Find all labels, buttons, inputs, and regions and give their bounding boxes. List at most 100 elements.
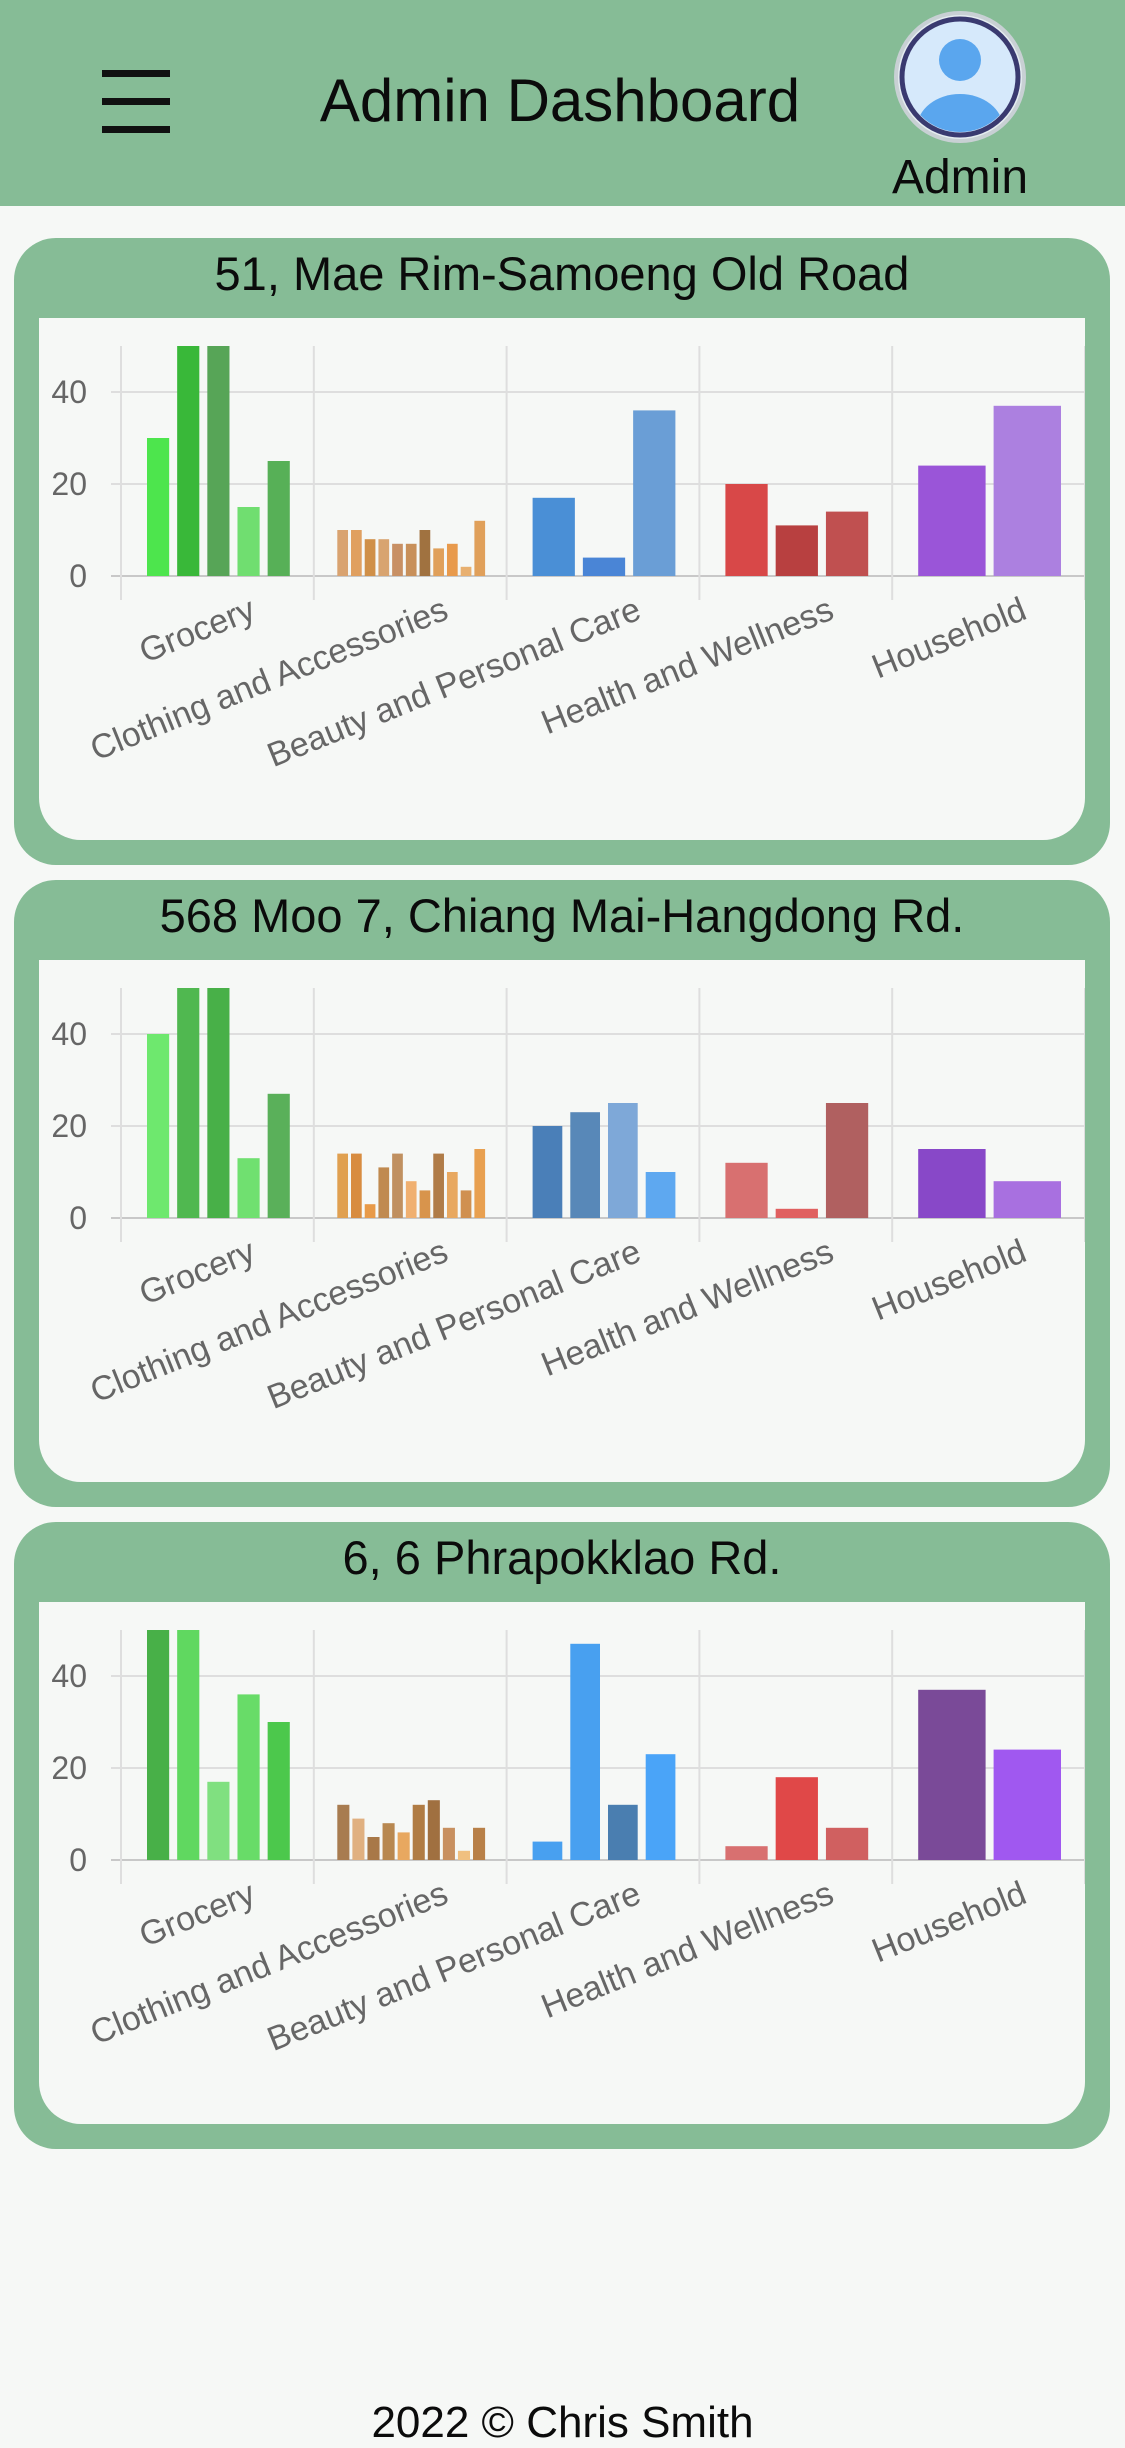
bar-clothing-and-accessories[interactable] [412,1804,425,1860]
bar-clothing-and-accessories[interactable] [392,543,403,576]
bar-household[interactable] [918,1149,986,1218]
bar-clothing-and-accessories[interactable] [352,1818,365,1860]
bar-clothing-and-accessories[interactable] [446,1172,458,1218]
x-tick-label: Household [867,1874,1032,1970]
user-avatar-icon[interactable] [893,10,1027,144]
store-name: 6, 6 Phrapokklao Rd. [342,1531,782,1584]
bar-household[interactable] [993,405,1061,576]
x-tick-label: Beauty and Personal Care [262,1232,646,1417]
app-header: Admin Dashboard Admin [0,0,1125,206]
user-label: Admin [891,151,1029,204]
bar-grocery[interactable] [177,346,200,576]
page-title: Admin Dashboard [319,67,801,134]
bar-grocery[interactable] [237,507,260,576]
bar-clothing-and-accessories[interactable] [364,539,376,576]
bar-clothing-and-accessories[interactable] [378,539,390,576]
bar-clothing-and-accessories[interactable] [433,1153,444,1218]
bar-grocery[interactable] [207,346,230,576]
bar-grocery[interactable] [177,988,200,1218]
bar-clothing-and-accessories[interactable] [337,530,349,576]
bar-clothing-and-accessories[interactable] [457,1850,471,1860]
bar-household[interactable] [918,1689,986,1860]
store-card: 6, 6 Phrapokklao Rd. 0 20 40 Grocery Clothin… [14,1522,1110,2149]
bar-health-and-wellness[interactable] [825,1827,869,1860]
bar-grocery[interactable] [237,1694,260,1860]
bar-clothing-and-accessories[interactable] [473,1827,486,1860]
bar-clothing-and-accessories[interactable] [433,548,444,576]
bar-clothing-and-accessories[interactable] [378,1167,390,1218]
bar-clothing-and-accessories[interactable] [382,1823,395,1860]
y-tick-label: 20 [51,1108,87,1144]
bar-health-and-wellness[interactable] [775,525,818,576]
bar-clothing-and-accessories[interactable] [460,566,472,576]
y-tick-label: 20 [51,1750,87,1786]
x-tick-label: Beauty and Personal Care [262,1874,646,2059]
bar-clothing-and-accessories[interactable] [419,530,431,576]
x-tick-label: Household [867,1232,1032,1328]
store-name: 51, Mae Rim-Samoeng Old Road [214,247,910,300]
bar-household[interactable] [993,1749,1061,1860]
bar-clothing-and-accessories[interactable] [351,1153,362,1218]
bar-clothing-and-accessories[interactable] [427,1800,440,1860]
bar-clothing-and-accessories[interactable] [397,1832,410,1860]
bar-grocery[interactable] [267,1722,290,1860]
store-card: 51, Mae Rim-Samoeng Old Road 0 20 40 Grocer… [14,238,1110,865]
bar-grocery[interactable] [177,1630,200,1860]
bar-clothing-and-accessories[interactable] [474,1149,486,1218]
store-chart-panel: 0 20 40 Grocery Clothing and Accessories Beau… [39,960,1085,1482]
bar-beauty-and-personal-care[interactable] [532,1841,563,1860]
bar-health-and-wellness[interactable] [725,1162,768,1218]
bar-health-and-wellness[interactable] [825,511,869,576]
bar-beauty-and-personal-care[interactable] [608,1804,638,1860]
bar-clothing-and-accessories[interactable] [337,1153,349,1218]
hamburger-menu-icon[interactable] [92,60,180,144]
bar-clothing-and-accessories[interactable] [405,543,417,576]
bar-beauty-and-personal-care[interactable] [532,1126,563,1218]
x-tick-label: Household [867,590,1032,686]
bar-grocery[interactable] [147,1034,170,1218]
store-chart-panel: 0 20 40 Grocery Clothing and Accessories Beau… [39,1602,1085,2124]
bar-grocery[interactable] [207,988,230,1218]
y-tick-label: 40 [51,1016,87,1052]
bar-clothing-and-accessories[interactable] [442,1827,455,1860]
bar-household[interactable] [993,1181,1061,1218]
bar-beauty-and-personal-care[interactable] [645,1754,676,1860]
bar-clothing-and-accessories[interactable] [337,1804,350,1860]
bar-clothing-and-accessories[interactable] [446,543,458,576]
bar-household[interactable] [918,465,986,576]
bar-clothing-and-accessories[interactable] [405,1181,417,1218]
bar-clothing-and-accessories[interactable] [367,1837,380,1860]
bar-clothing-and-accessories[interactable] [351,530,362,576]
bar-grocery[interactable] [267,461,290,576]
store-chart-panel: 0 20 40 Grocery Clothing and Accessories Beau… [39,318,1085,840]
bar-clothing-and-accessories[interactable] [419,1190,431,1218]
bar-grocery[interactable] [267,1093,290,1218]
bar-clothing-and-accessories[interactable] [392,1153,403,1218]
bar-clothing-and-accessories[interactable] [474,520,486,576]
bar-beauty-and-personal-care[interactable] [633,410,676,576]
bar-health-and-wellness[interactable] [775,1777,818,1860]
y-tick-label: 0 [69,1842,87,1878]
bar-beauty-and-personal-care[interactable] [570,1643,600,1860]
bar-grocery[interactable] [147,438,170,576]
bar-beauty-and-personal-care[interactable] [570,1112,600,1218]
bar-beauty-and-personal-care[interactable] [532,497,575,576]
bar-beauty-and-personal-care[interactable] [645,1172,676,1218]
bar-grocery[interactable] [207,1781,230,1860]
bar-clothing-and-accessories[interactable] [364,1204,376,1218]
bar-health-and-wellness[interactable] [775,1208,818,1218]
y-tick-label: 20 [51,466,87,502]
bar-beauty-and-personal-care[interactable] [582,557,626,576]
bar-health-and-wellness[interactable] [725,484,768,576]
bar-grocery[interactable] [147,1630,170,1860]
y-tick-label: 40 [51,374,87,410]
store-name: 568 Moo 7, Chiang Mai-Hangdong Rd. [159,889,965,942]
bar-clothing-and-accessories[interactable] [460,1190,472,1218]
x-tick-label: Beauty and Personal Care [262,590,646,775]
bar-grocery[interactable] [237,1158,260,1218]
bar-health-and-wellness[interactable] [825,1103,869,1218]
bar-health-and-wellness[interactable] [725,1846,768,1860]
bar-beauty-and-personal-care[interactable] [608,1103,638,1218]
